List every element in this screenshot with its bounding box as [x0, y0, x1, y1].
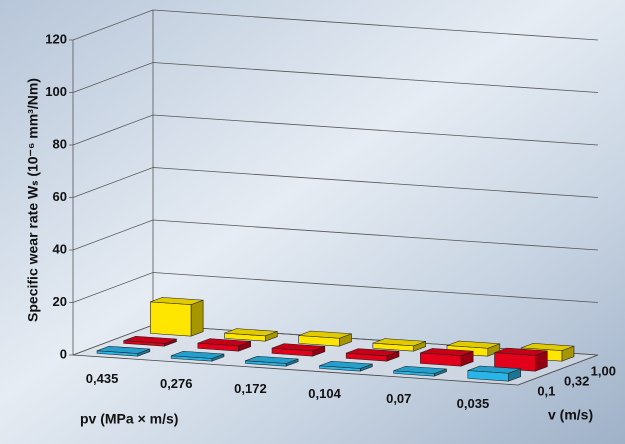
bar-shade — [245, 356, 299, 364]
bar-shade — [265, 331, 278, 342]
bar — [197, 338, 251, 352]
y-axis-label: Specific wear rate Wₛ (10⁻⁶ mm³/Nm) — [25, 78, 41, 322]
bar-face — [171, 350, 225, 359]
x-tick-label: 0,104 — [308, 386, 341, 401]
bar — [96, 345, 151, 357]
x-tick-label: 0,276 — [160, 376, 193, 391]
bar-shade — [393, 366, 447, 374]
bar-shade — [360, 364, 373, 372]
bar-shade — [319, 361, 373, 369]
bar-shade — [535, 350, 548, 372]
bar-face — [197, 338, 251, 347]
bar-shade — [286, 359, 299, 367]
bar — [170, 350, 225, 362]
bar-face — [372, 338, 426, 347]
bar-shade — [561, 346, 574, 362]
y-tick-label: 120 — [45, 31, 67, 46]
grid-line — [69, 272, 599, 303]
bar-face — [393, 365, 447, 374]
bar-shade — [211, 354, 224, 362]
bar-shade — [123, 336, 177, 344]
x-tick-label: 0,435 — [86, 371, 119, 386]
y-tick-label: 40 — [53, 241, 67, 256]
bar-face — [150, 297, 204, 305]
bar-face — [467, 365, 521, 374]
bar-face — [224, 328, 278, 337]
bar-shade — [494, 348, 548, 356]
bar-face — [245, 355, 299, 364]
z-axis-label: v (m/s) — [548, 407, 593, 423]
series-label: 0,32 — [564, 373, 589, 388]
bar-face — [319, 360, 373, 369]
bar-shade — [164, 339, 177, 347]
grid-line — [69, 114, 599, 146]
y-tick-label: 60 — [53, 189, 67, 204]
y-tick-label: 0 — [60, 346, 67, 361]
bar — [467, 365, 521, 382]
bar-shade — [312, 346, 325, 357]
bar-face — [96, 345, 150, 354]
bar-shade — [467, 366, 521, 374]
bar-shade — [238, 341, 251, 352]
bar — [271, 343, 326, 357]
bar-shade — [521, 343, 574, 351]
series-label: 1,00 — [591, 363, 616, 378]
bar-shade — [150, 297, 204, 305]
bar — [245, 355, 299, 367]
bar — [150, 297, 204, 337]
bar-face — [298, 330, 352, 339]
bar — [393, 365, 447, 377]
bar — [494, 347, 548, 372]
x-tick-label: 0,035 — [457, 396, 490, 411]
bar-shade — [272, 343, 325, 351]
grid-line — [69, 62, 599, 93]
bar — [372, 338, 426, 352]
grid-line — [69, 324, 599, 356]
axis-line — [517, 354, 599, 386]
bar-face — [521, 343, 575, 351]
bar-shade — [191, 300, 204, 337]
bar-face — [123, 335, 177, 344]
x-axis-label: pv (MPa × m/s) — [80, 411, 178, 427]
bar-shade — [487, 343, 500, 357]
y-tick-label: 20 — [53, 294, 67, 309]
bar-shade — [413, 341, 426, 352]
bar-face — [494, 347, 548, 356]
bar-face — [446, 340, 500, 349]
y-tick-label: 80 — [53, 136, 67, 151]
bar-face — [150, 301, 192, 337]
bar-face — [271, 343, 325, 352]
series-label: 0,1 — [537, 383, 555, 398]
grid-line — [69, 9, 599, 41]
bar-shade — [420, 348, 474, 356]
bar — [123, 335, 177, 347]
bar-shade — [447, 341, 500, 349]
bar — [298, 330, 352, 347]
bar-shade — [434, 369, 447, 377]
bar-shade — [224, 328, 278, 336]
bar — [345, 348, 400, 362]
bar-shade — [197, 338, 251, 346]
bar-shade — [137, 349, 150, 357]
grid-line — [69, 167, 599, 198]
bar-shade — [372, 338, 426, 346]
bar — [319, 360, 373, 372]
bar-shade — [339, 333, 352, 347]
bar-face — [346, 348, 400, 357]
x-tick-label: 0,07 — [386, 391, 411, 406]
bar — [420, 348, 474, 367]
bar-face — [420, 348, 474, 356]
x-tick-label: 0,172 — [234, 381, 267, 396]
bar — [224, 328, 278, 342]
bar-shade — [508, 368, 521, 382]
y-tick-label: 100 — [45, 84, 67, 99]
bar-shade — [97, 346, 150, 354]
grid-line — [69, 219, 599, 251]
bar-shade — [386, 351, 399, 362]
bar-shade — [298, 331, 352, 339]
bar-shade — [171, 351, 224, 359]
bar-shade — [346, 348, 399, 356]
bar-shade — [461, 351, 474, 367]
